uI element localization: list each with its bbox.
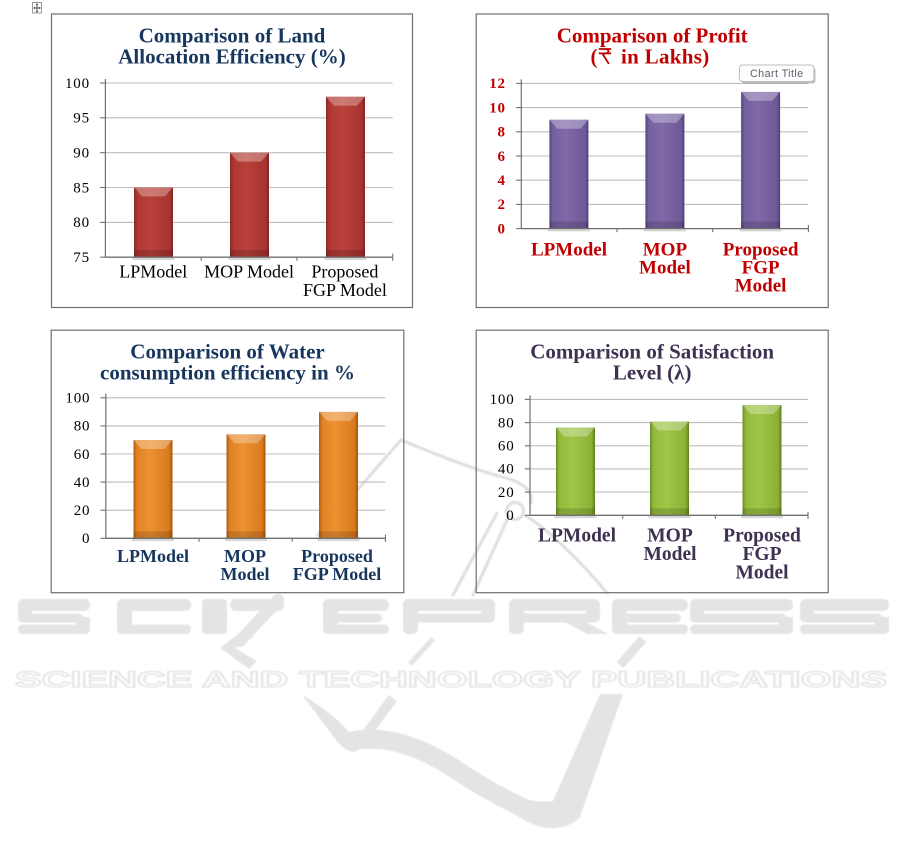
svg-text:Level (λ): Level (λ) xyxy=(613,361,692,385)
svg-text:Model: Model xyxy=(221,564,270,584)
svg-text:MOP Model: MOP Model xyxy=(204,262,294,282)
svg-text:SCIENCE AND TECHNOLOGY PUBLICA: SCIENCE AND TECHNOLOGY PUBLICATIONS xyxy=(15,667,887,692)
svg-text:100: 100 xyxy=(65,391,90,407)
svg-text:20: 20 xyxy=(498,485,515,501)
svg-text:FGP Model: FGP Model xyxy=(303,280,387,300)
svg-text:LPModel: LPModel xyxy=(117,546,189,566)
svg-text:75: 75 xyxy=(73,250,90,266)
svg-text:40: 40 xyxy=(498,462,515,478)
svg-text:4: 4 xyxy=(497,173,505,189)
svg-text:80: 80 xyxy=(74,419,91,435)
svg-text:Proposed: Proposed xyxy=(723,526,801,547)
svg-text:6: 6 xyxy=(497,149,505,165)
svg-text:MOP: MOP xyxy=(643,239,688,260)
svg-text:85: 85 xyxy=(73,180,90,196)
svg-text:Comparison of Water: Comparison of Water xyxy=(130,340,324,364)
svg-text:Model: Model xyxy=(735,275,787,296)
svg-text:consumption efficiency in %: consumption efficiency in % xyxy=(100,361,355,385)
svg-text:Proposed: Proposed xyxy=(301,546,373,566)
svg-text:80: 80 xyxy=(498,415,515,431)
svg-text:LPModel: LPModel xyxy=(531,239,607,260)
svg-text:FGP: FGP xyxy=(742,257,780,278)
svg-text:95: 95 xyxy=(73,111,90,127)
svg-text:LPModel: LPModel xyxy=(119,262,187,282)
svg-text:60: 60 xyxy=(498,439,515,455)
svg-text:Comparison of Satisfaction: Comparison of Satisfaction xyxy=(530,340,774,364)
svg-text:12: 12 xyxy=(489,76,506,92)
svg-text:80: 80 xyxy=(73,215,90,231)
svg-text:Comparison of Profit: Comparison of Profit xyxy=(557,24,748,48)
svg-text:FGP Model: FGP Model xyxy=(293,564,382,584)
svg-text:100: 100 xyxy=(65,76,90,92)
svg-text:Model: Model xyxy=(643,544,697,565)
svg-text:60: 60 xyxy=(74,447,91,463)
svg-text:10: 10 xyxy=(489,100,506,116)
svg-text:(: ( xyxy=(591,45,598,69)
svg-text:Comparison of Land: Comparison of Land xyxy=(139,24,326,48)
svg-text:MOP: MOP xyxy=(647,526,693,547)
svg-text:Chart Title: Chart Title xyxy=(750,68,804,80)
svg-text:90: 90 xyxy=(73,146,90,162)
svg-text:0: 0 xyxy=(506,508,514,524)
svg-text:0: 0 xyxy=(82,531,90,547)
svg-text:Model: Model xyxy=(639,257,691,278)
svg-text:2: 2 xyxy=(497,197,505,213)
svg-text:FGP: FGP xyxy=(743,544,782,565)
svg-text:Allocation Efficiency (%): Allocation Efficiency (%) xyxy=(118,45,345,69)
svg-text:Proposed: Proposed xyxy=(311,262,378,282)
svg-text:40: 40 xyxy=(74,475,91,491)
svg-text:0: 0 xyxy=(497,221,505,237)
svg-text:100: 100 xyxy=(490,392,515,408)
svg-text:8: 8 xyxy=(497,125,505,141)
svg-text:in Lakhs): in Lakhs) xyxy=(621,45,710,69)
svg-text:Proposed: Proposed xyxy=(723,239,799,260)
svg-text:LPModel: LPModel xyxy=(538,526,617,547)
svg-text:20: 20 xyxy=(74,503,91,519)
svg-text:MOP: MOP xyxy=(224,546,266,566)
svg-text:Model: Model xyxy=(735,563,789,584)
